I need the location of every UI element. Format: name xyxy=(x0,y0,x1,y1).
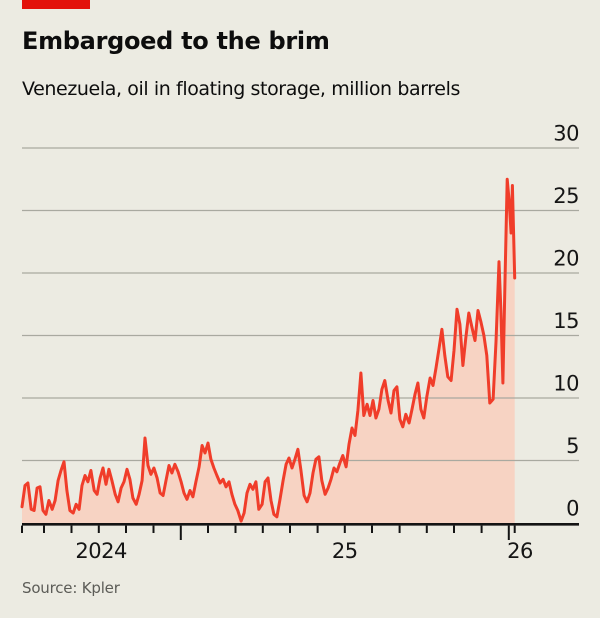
y-axis-label-20: 20 xyxy=(553,247,579,271)
data-line xyxy=(20,177,517,523)
x-axis-label-2024: 2024 xyxy=(75,539,127,563)
chart-subtitle: Venezuela, oil in floating storage, mill… xyxy=(22,78,460,100)
area-fill xyxy=(22,179,515,524)
y-axis-label-0: 0 xyxy=(566,497,579,521)
brand-red-tab xyxy=(22,0,90,9)
y-axis-label-5: 5 xyxy=(566,434,579,458)
y-axis-label-25: 25 xyxy=(553,184,579,208)
chart-title: Embargoed to the brim xyxy=(22,27,330,55)
y-axis-label-15: 15 xyxy=(553,309,579,333)
x-axis-label-25: 25 xyxy=(332,539,358,563)
x-axis-label-26: 26 xyxy=(507,539,533,563)
y-axis-label-30: 30 xyxy=(553,122,579,146)
y-axis-label-10: 10 xyxy=(553,372,579,396)
source-note: Source: Kpler xyxy=(22,579,120,597)
